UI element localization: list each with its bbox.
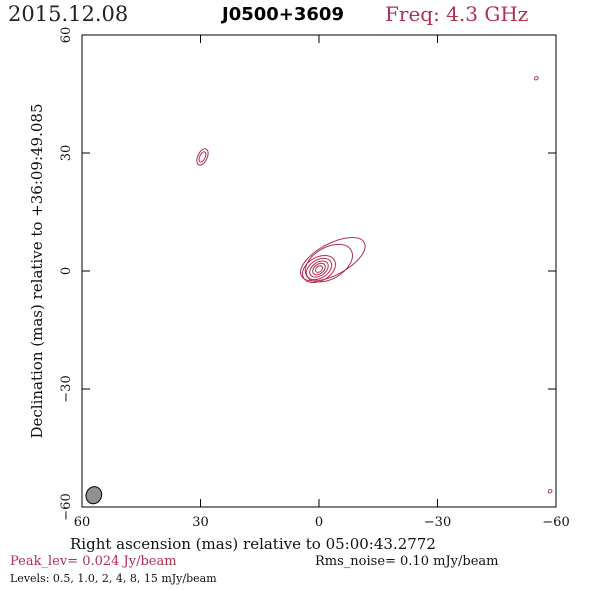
- plot-frame: [81, 34, 557, 508]
- y-tick-label: −30: [59, 375, 74, 402]
- beam-ellipse: [85, 486, 103, 505]
- contour-line-blob-ne: [533, 76, 539, 81]
- axis-ticks: 60 30 0 −30 −60 −60 −30 0 30 60: [59, 27, 570, 530]
- contour-line-core: [302, 254, 336, 284]
- x-tick-label: 30: [192, 515, 209, 530]
- x-tick-label: 0: [315, 515, 323, 530]
- x-tick-label: 60: [74, 515, 91, 530]
- observation-date: 2015.12.08: [8, 2, 129, 26]
- source-name: J0500+3609: [222, 4, 344, 25]
- x-tick-label: −30: [424, 515, 451, 530]
- y-tick-label: 0: [59, 267, 74, 275]
- contour-line-blob-nw: [198, 151, 207, 163]
- contour-line-jet: [300, 236, 366, 282]
- x-tick-label: −60: [542, 515, 569, 530]
- contour-line-blob-se: [547, 489, 553, 494]
- contour-line-core: [309, 260, 329, 278]
- rms-noise: Rms_noise= 0.10 mJy/beam: [315, 554, 499, 569]
- contour-group: [196, 76, 553, 494]
- beam-ellipse-group: [85, 486, 103, 505]
- frequency-label: Freq: 4.3 GHz: [385, 2, 529, 26]
- contour-line-blob-nw: [196, 148, 209, 166]
- contour-levels: Levels: 0.5, 1.0, 2, 4, 8, 15 mJy/beam: [10, 572, 217, 585]
- peak-level: Peak_lev= 0.024 Jy/beam: [10, 554, 177, 569]
- x-axis-label: Right ascension (mas) relative to 05:00:…: [70, 535, 436, 553]
- y-tick-label: 30: [59, 145, 74, 162]
- y-tick-label: 60: [59, 27, 74, 44]
- contour-line-core: [314, 265, 324, 273]
- contour-line-core: [312, 262, 326, 276]
- contour-line-outer: [304, 243, 353, 283]
- y-axis-label: Declination (mas) relative to +36:09:49.…: [28, 103, 46, 438]
- y-tick-label: −60: [59, 493, 74, 520]
